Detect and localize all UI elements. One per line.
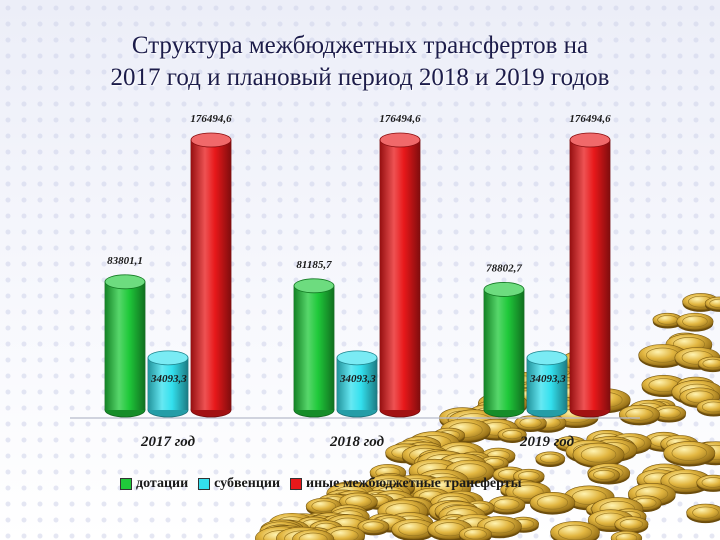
coin-shape [696, 399, 720, 417]
data-label: 78802,7 [486, 262, 522, 274]
data-label: 176494,6 [379, 113, 421, 125]
coin-shape [550, 521, 600, 540]
coin-shape [529, 492, 576, 515]
bar [483, 282, 525, 418]
bar [569, 132, 611, 418]
x-tick-label: 2019 год [519, 434, 575, 450]
coin-shape [535, 451, 566, 467]
legend-item-dotacii: дотации [120, 476, 188, 492]
bar [147, 350, 189, 418]
bar [190, 132, 232, 418]
coin-shape [651, 405, 687, 423]
data-label: 83801,1 [107, 255, 143, 267]
coin-shape [588, 467, 620, 484]
bar [293, 278, 335, 418]
coin-shape [610, 530, 643, 540]
coin-shape [704, 296, 720, 312]
coin-shape [697, 356, 720, 373]
coin-shape [514, 415, 547, 433]
bar [336, 350, 378, 418]
coin-shape [686, 503, 720, 524]
data-label: 81185,7 [296, 259, 332, 271]
coin-shape [676, 312, 714, 332]
x-tick-label: 2018 год [329, 434, 385, 450]
chart-legend: дотации субвенции иные межбюджетные тран… [120, 474, 532, 494]
coin-shape [458, 526, 493, 540]
bar [379, 132, 421, 418]
title-line-2: 2017 год и плановый период 2018 и 2019 г… [110, 64, 610, 91]
x-tick-label: 2017 год [140, 434, 196, 450]
legend-swatch-dotacii [120, 478, 132, 490]
coin-shape [391, 518, 436, 540]
legend-item-inye: иные межбюджетные трансферты [290, 476, 522, 492]
bar [526, 350, 568, 418]
data-label: 176494,6 [569, 113, 611, 125]
legend-label-inye: иные межбюджетные трансферты [306, 476, 522, 491]
coin-shape [292, 529, 335, 540]
legend-swatch-inye [290, 478, 303, 490]
legend-swatch-subvencii [198, 478, 211, 490]
data-label: 176494,6 [190, 113, 232, 125]
title-line-1: Структура межбюджетных трансфертов на [131, 32, 589, 59]
legend-label-subvencii: субвенции [214, 476, 281, 491]
coin-shape [497, 427, 527, 443]
data-label: 34093,3 [150, 373, 187, 385]
slide-title: Структура межбюджетных трансфертов на 20… [0, 30, 720, 94]
coin-shape [638, 344, 687, 368]
coin-shape [572, 442, 625, 469]
coin-shape [696, 474, 720, 492]
coin-shape [357, 519, 390, 536]
coin-shape [618, 404, 660, 426]
coin-shape [323, 526, 366, 540]
data-label: 34093,3 [339, 373, 376, 385]
data-label: 34093,3 [529, 373, 566, 385]
coin-shape [614, 516, 649, 534]
coin-shape [663, 441, 716, 467]
bar [104, 274, 146, 418]
coin-shape [488, 495, 526, 515]
legend-label-dotacii: дотации [136, 476, 189, 491]
legend-item-subvencii: субвенции [198, 476, 280, 492]
coin-shape [652, 312, 683, 329]
